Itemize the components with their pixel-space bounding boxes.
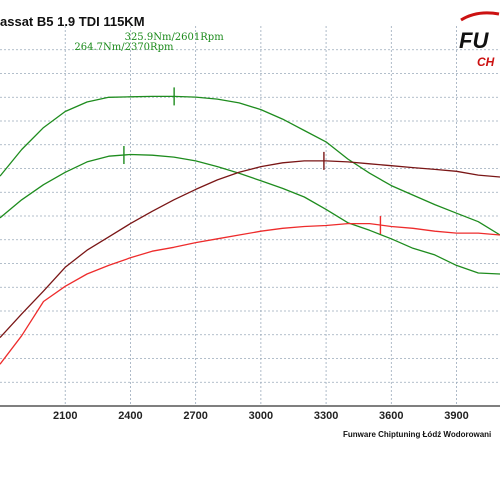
series-line-power-tuned — [0, 95, 500, 236]
svg-text:CH: CH — [477, 55, 495, 69]
logo-swoosh-icon — [460, 11, 500, 22]
chart-series — [0, 95, 500, 365]
series-line-torque-stock — [0, 222, 500, 365]
peak-annotation: 264.7Nm/2370Rpm — [74, 42, 174, 53]
series-line-power-stock — [0, 153, 500, 275]
x-axis-ticks: 2100 2400 2700 3000 3300 3600 3900 — [53, 410, 469, 422]
x-tick-label: 2100 — [53, 410, 77, 422]
svg-text:FU: FU — [459, 28, 489, 53]
x-tick-label: 2700 — [183, 410, 207, 422]
chart-title: assat B5 1.9 TDI 115KM — [0, 14, 145, 29]
chart-markers — [123, 87, 382, 235]
series-line-torque-tuned — [0, 160, 500, 339]
x-tick-label: 2400 — [118, 410, 142, 422]
x-tick-label: 3900 — [444, 410, 468, 422]
chart-grid — [0, 26, 500, 407]
x-tick-label: 3300 — [314, 410, 338, 422]
peak-annotation: 325.9Nm/2601Rpm — [125, 32, 225, 43]
funware-logo: FU CH — [459, 11, 500, 69]
x-tick-label: 3000 — [249, 410, 273, 422]
x-tick-label: 3600 — [379, 410, 403, 422]
chart-credit: Funware Chiptuning Łódź Wodorowani — [343, 430, 492, 439]
